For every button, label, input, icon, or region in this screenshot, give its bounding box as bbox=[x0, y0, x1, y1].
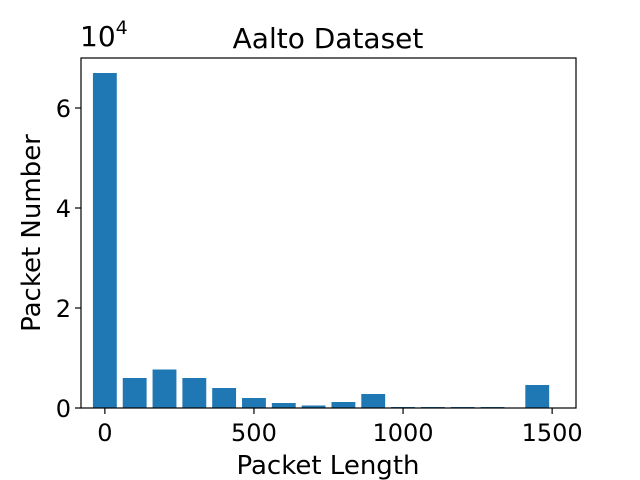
bar-4 bbox=[212, 388, 237, 408]
bar-8 bbox=[331, 402, 356, 408]
plot-frame bbox=[80, 57, 577, 409]
y-axis-label: Packet Number bbox=[17, 134, 47, 332]
y-axis-scale-exponent: 104 bbox=[80, 17, 128, 53]
bar-7 bbox=[301, 405, 326, 408]
y-tick-label-1: 2 bbox=[56, 295, 71, 323]
bars-group bbox=[92, 73, 550, 408]
bar-0 bbox=[92, 73, 117, 408]
x-tick-label-2: 1000 bbox=[373, 419, 434, 447]
x-axis-label: Packet Length bbox=[236, 451, 419, 480]
bar-5 bbox=[242, 398, 266, 408]
bar-1 bbox=[122, 378, 147, 408]
y-tick-label-3: 6 bbox=[56, 95, 71, 123]
x-axis-ticks: 0 500 1000 1500 bbox=[97, 408, 583, 447]
x-tick-label-3: 1500 bbox=[522, 419, 583, 447]
x-tick-label-0: 0 bbox=[97, 419, 112, 447]
y-tick-label-0: 0 bbox=[56, 395, 71, 423]
y-axis-ticks: 0 2 4 6 bbox=[56, 95, 81, 423]
chart-title: Aalto Dataset bbox=[233, 22, 424, 55]
bar-6 bbox=[271, 403, 296, 408]
bar-9 bbox=[361, 394, 386, 408]
bar-3 bbox=[182, 378, 207, 408]
bar-14 bbox=[525, 385, 550, 408]
x-tick-label-1: 500 bbox=[231, 419, 277, 447]
bar-2 bbox=[152, 369, 177, 408]
y-tick-label-2: 4 bbox=[56, 195, 71, 223]
